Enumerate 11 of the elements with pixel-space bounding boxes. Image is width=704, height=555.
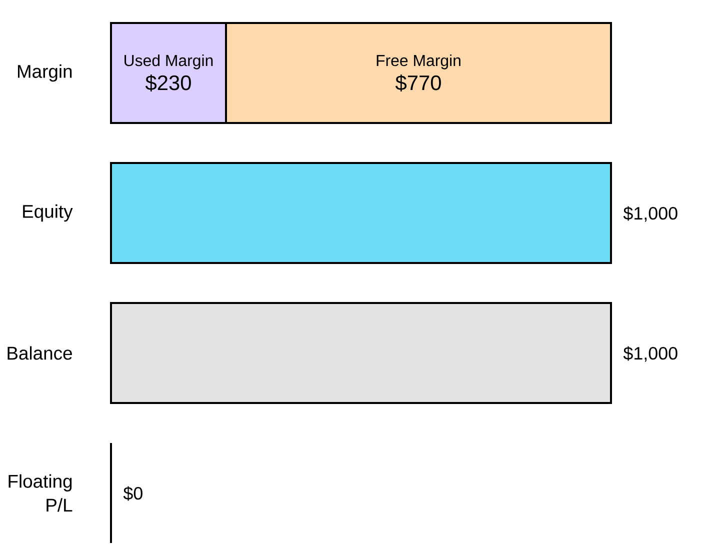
data-label: $0	[123, 486, 142, 501]
data-label: $230	[145, 74, 191, 92]
data-label: $1,000	[623, 346, 678, 362]
y-tick-label: Balance	[8, 346, 72, 360]
y-tick-label: Equity	[23, 204, 73, 222]
y-tick-label: Floating P/L	[8, 474, 72, 512]
y-tick-label: Margin	[18, 64, 72, 82]
series-label: Used Margin	[124, 54, 213, 70]
data-label: $1,000	[623, 206, 678, 222]
series-label: Free Margin	[376, 54, 460, 70]
data-label: $770	[395, 74, 441, 92]
